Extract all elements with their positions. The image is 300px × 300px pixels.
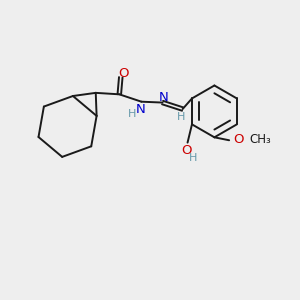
Text: H: H	[189, 153, 197, 163]
Text: O: O	[233, 134, 244, 146]
Text: H: H	[177, 112, 185, 122]
Text: O: O	[182, 144, 192, 157]
Text: N: N	[159, 91, 169, 104]
Text: N: N	[136, 103, 146, 116]
Text: O: O	[118, 67, 128, 80]
Text: CH₃: CH₃	[250, 134, 272, 146]
Text: H: H	[128, 109, 137, 119]
